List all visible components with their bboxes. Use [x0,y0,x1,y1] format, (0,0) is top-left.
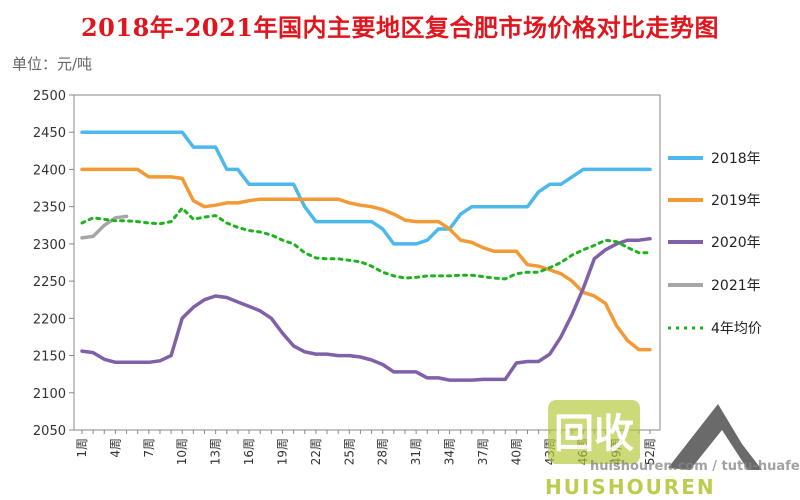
x-tick-label: 1周 [75,438,89,458]
y-tick-label: 2200 [33,312,66,327]
x-tick-label: 28周 [376,438,390,465]
x-tick-label: 22周 [309,438,323,465]
watermark-logo-text: 回收 [554,411,634,457]
x-tick-label: 16周 [242,438,256,465]
plot-frame [73,94,661,431]
y-tick-label: 2050 [33,424,66,439]
series-group [80,130,652,382]
y-tick-label: 2500 [33,89,66,104]
y-axis: 2050 2100 2150 2200 2250 2300 2350 2400 2450 2500 [33,89,74,439]
plot-border [73,94,661,431]
chart-title: 2018年-2021年国内主要地区复合肥市场价格对比走势图 [80,13,720,42]
y-tick-label: 2350 [33,201,66,216]
x-tick-label: 40周 [509,438,523,465]
x-tick-label: 37周 [476,438,490,465]
series-line-1 [80,130,652,246]
x-tick-label: 34周 [443,438,457,465]
x-tick-label: 10周 [175,438,189,465]
legend-label: 4年均价 [711,321,762,337]
x-tick-label: 4周 [108,438,122,458]
watermark-url: huishouren.com / tutu-huafei [590,459,800,474]
series-line-4 [80,214,129,240]
series-line-5 [80,206,652,281]
watermark-leaf-icon [668,404,762,470]
y-tick-label: 2150 [33,350,66,365]
legend: 2018年 2019年 2020年 2021年 4年均价 [668,151,762,337]
x-tick-label: 52周 [643,438,657,465]
legend-label: 2021年 [711,278,761,294]
y-tick-label: 2400 [33,163,66,178]
x-tick-label: 7周 [142,438,156,458]
watermark-brand: HUISHOUREN [545,475,716,499]
series-line-3 [80,236,652,382]
y-tick-label: 2450 [33,126,66,141]
y-tick-label: 2250 [33,275,66,290]
x-tick-label: 25周 [342,438,356,465]
series-line-2 [80,167,652,352]
legend-label: 2018年 [711,151,761,167]
y-tick-label: 2100 [33,387,66,402]
watermark-logo-box [548,400,640,464]
y-tick-label: 2300 [33,238,66,253]
x-tick-label: 31周 [409,438,423,465]
x-tick-label: 13周 [209,438,223,465]
watermark: 回收 huishouren.com / tutu-huafei HUISHOUR… [545,400,800,499]
unit-label: 单位：元/吨 [12,55,93,73]
legend-label: 2019年 [711,193,761,209]
x-tick-label: 19周 [275,438,289,465]
legend-label: 2020年 [711,235,761,251]
